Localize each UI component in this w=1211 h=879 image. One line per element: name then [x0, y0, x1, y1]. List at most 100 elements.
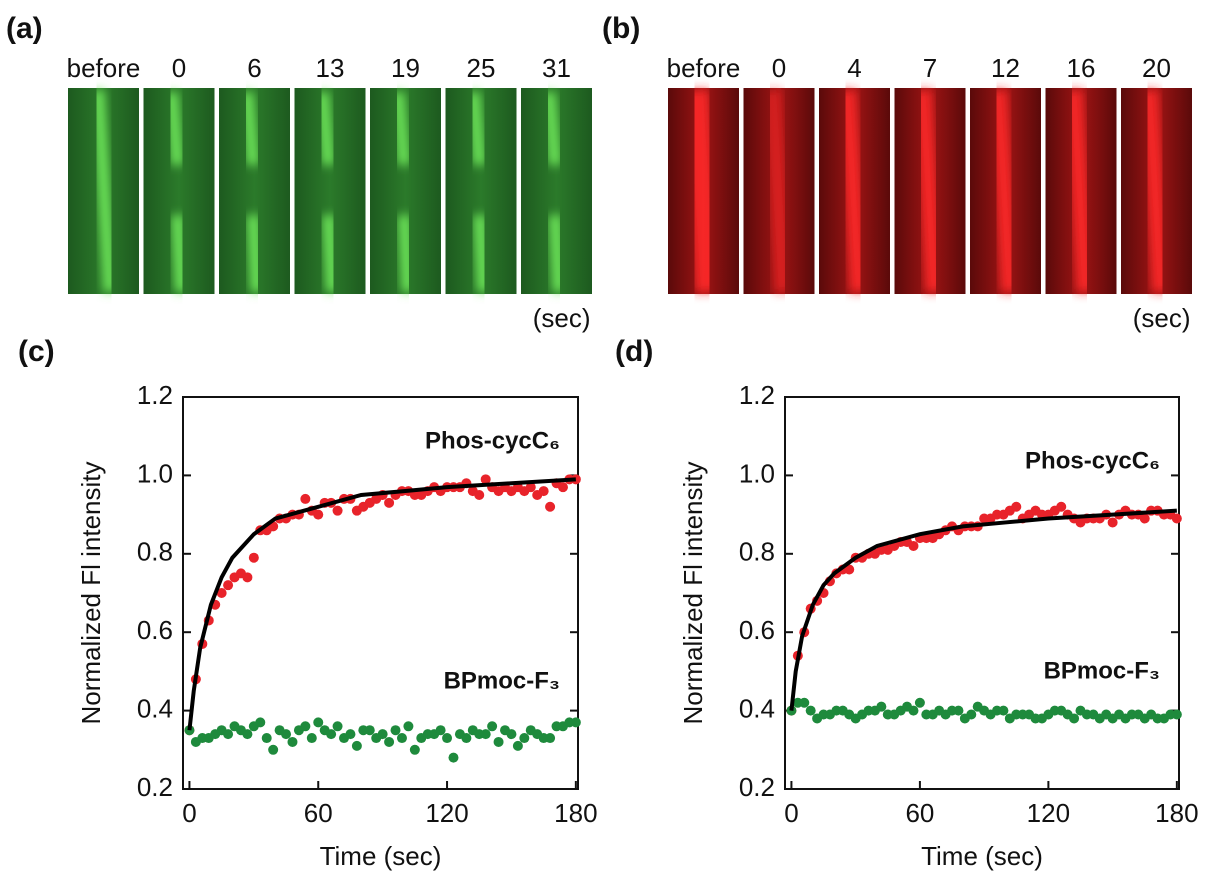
y-tick-label: 1.0: [739, 458, 775, 488]
y-tick-label: 1.2: [137, 380, 173, 410]
image-signal: [543, 91, 565, 293]
data-point: [364, 725, 375, 736]
y-tick-label: 0.4: [739, 693, 775, 723]
data-point: [435, 725, 446, 736]
x-tick-label: 120: [425, 798, 468, 828]
image-signal: [1140, 89, 1170, 293]
unit-label: (sec): [1133, 303, 1191, 333]
stripe: [92, 89, 116, 293]
image-signal: [913, 89, 944, 293]
y-tick-label: 0.4: [137, 693, 173, 723]
frame-label: 6: [247, 53, 261, 83]
image-signal: [392, 91, 414, 293]
data-point: [396, 733, 407, 744]
frame-label: 0: [172, 53, 186, 83]
y-tick-label: 0.2: [137, 772, 173, 802]
data-point: [242, 572, 253, 583]
data-point: [384, 497, 395, 508]
stripe: [913, 89, 944, 293]
stripe: [241, 91, 259, 166]
data-point: [242, 729, 253, 740]
y-tick-label: 1.2: [739, 380, 775, 410]
frame-label: before: [67, 53, 141, 83]
y-tick-label: 1.0: [137, 458, 173, 488]
stripe: [838, 89, 868, 293]
image-signal: [762, 89, 793, 293]
data-point: [461, 733, 472, 744]
data-point: [493, 736, 504, 747]
image-signal: [92, 89, 116, 293]
data-point: [1069, 713, 1080, 724]
data-point: [1171, 513, 1182, 524]
data-point: [345, 729, 356, 740]
image-signal: [683, 89, 721, 293]
data-point: [914, 697, 925, 708]
data-point: [216, 588, 227, 598]
data-point: [261, 733, 272, 744]
stripe: [322, 214, 339, 293]
data-point: [876, 701, 887, 712]
stripe: [398, 214, 414, 293]
stripe: [543, 91, 561, 166]
fit-line: [789, 508, 1177, 711]
stripe: [473, 214, 490, 293]
image-signal: [316, 91, 339, 293]
panel-label: (d): [615, 335, 653, 368]
stripe: [683, 89, 721, 293]
x-axis-label: Time (sec): [320, 841, 442, 871]
data-point: [480, 474, 491, 485]
unit-label: (sec): [533, 303, 591, 333]
x-axis-label: Time (sec): [921, 841, 1043, 871]
stripe: [549, 214, 565, 293]
data-point: [281, 729, 292, 740]
y-axis-label: Normalized Fl intensity: [678, 462, 708, 725]
data-point: [538, 486, 549, 497]
data-point: [287, 736, 298, 747]
data-point: [998, 705, 1009, 716]
data-point: [403, 721, 414, 732]
frame-label: 31: [542, 53, 571, 83]
image-signal: [467, 91, 490, 293]
data-point: [351, 740, 362, 751]
data-point: [326, 729, 337, 740]
y-tick-label: 0.8: [137, 537, 173, 567]
x-tick-label: 60: [304, 798, 333, 828]
image-signal: [1064, 89, 1095, 293]
data-point: [506, 729, 517, 740]
panel-label: (c): [18, 335, 55, 368]
fit-line: [187, 477, 576, 731]
y-tick-label: 0.6: [739, 615, 775, 645]
data-point: [255, 717, 266, 728]
frame-label: before: [667, 53, 741, 83]
data-point: [332, 505, 343, 516]
data-point: [306, 733, 317, 744]
data-point: [519, 733, 530, 744]
stripe: [247, 214, 263, 293]
data-point: [570, 717, 581, 728]
frame-label: 12: [991, 53, 1020, 83]
data-point: [409, 744, 420, 755]
frame-label: 25: [467, 53, 496, 83]
data-point: [223, 729, 234, 740]
x-tick-label: 60: [905, 798, 934, 828]
data-point: [953, 705, 964, 716]
y-axis-label: Normalized Fl intensity: [76, 462, 106, 725]
data-point: [384, 736, 395, 747]
data-point: [1107, 517, 1118, 528]
data-point: [487, 721, 498, 732]
y-tick-label: 0.8: [739, 537, 775, 567]
frame-label: 7: [923, 53, 937, 83]
stripe: [165, 91, 184, 166]
data-point: [805, 705, 816, 716]
stripe: [1140, 89, 1170, 293]
x-tick-label: 0: [182, 798, 196, 828]
data-point: [1171, 709, 1182, 720]
data-point: [223, 580, 234, 591]
panel-label: (b): [602, 12, 640, 45]
data-point: [268, 744, 279, 755]
data-point: [377, 729, 388, 740]
plot-frame: [784, 396, 1180, 790]
x-tick-label: 180: [554, 798, 597, 828]
data-point: [557, 482, 568, 493]
data-point: [1011, 501, 1022, 512]
